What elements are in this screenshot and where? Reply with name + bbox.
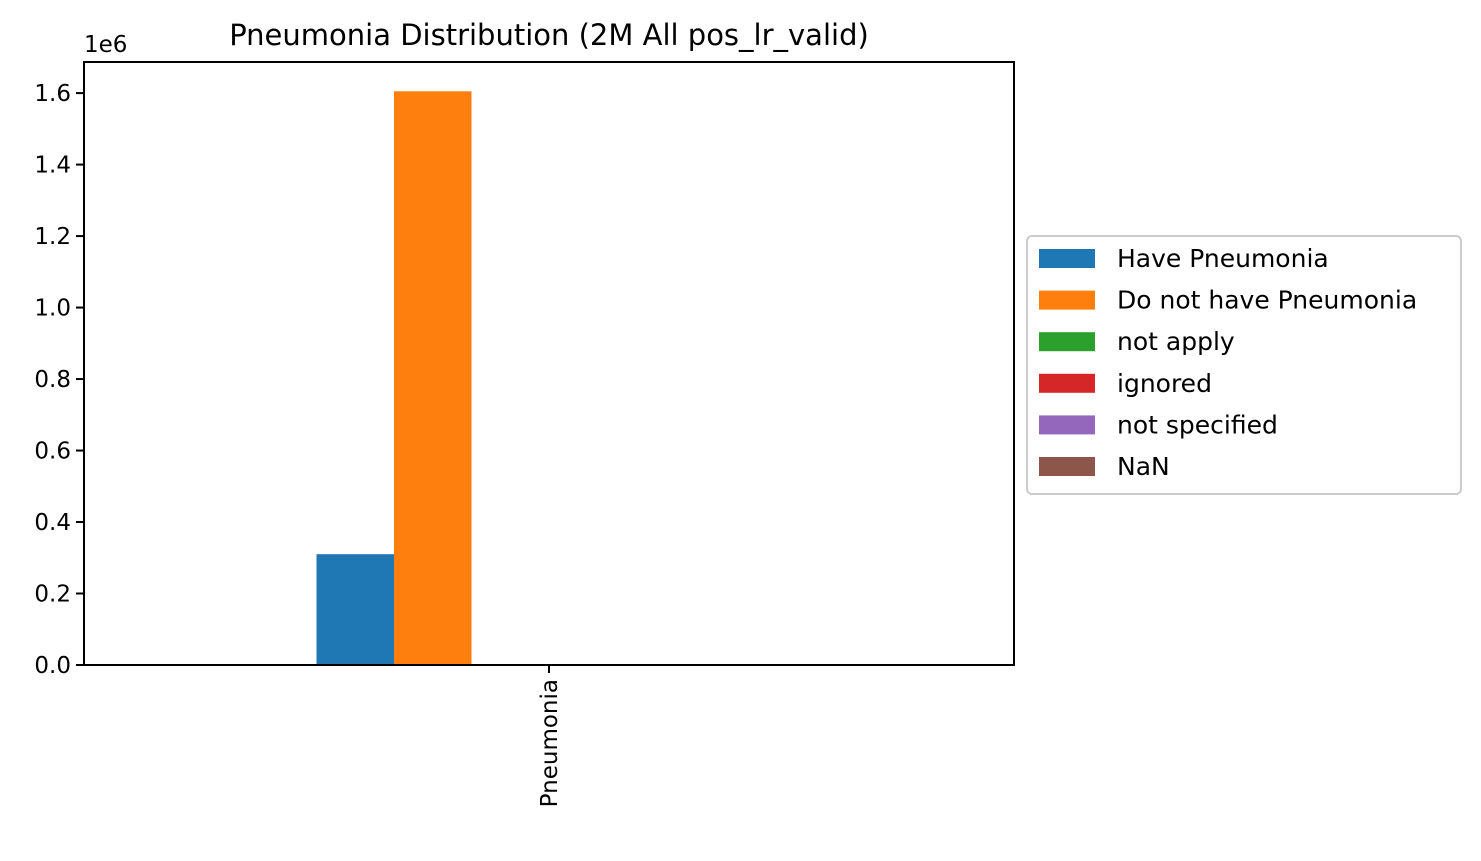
- y-axis-offset-label: 1e6: [84, 32, 127, 58]
- legend-swatch-have-pneumonia: [1039, 249, 1095, 268]
- y-tick-label: 1.2: [34, 224, 71, 250]
- legend-swatch-not-specified: [1039, 415, 1095, 435]
- legend-swatch-not-apply: [1039, 332, 1095, 352]
- legend-swatch-do-not-have-pneumonia: [1039, 290, 1095, 310]
- legend-label-have-pneumonia: Have Pneumonia: [1117, 244, 1329, 273]
- y-tick-label: 0.8: [34, 367, 71, 393]
- legend: Have Pneumonia Do not have Pneumonia not a…: [1026, 235, 1462, 495]
- y-tick-label: 1.6: [34, 81, 71, 107]
- legend-label-nan: NaN: [1117, 452, 1170, 481]
- x-tick-label: Pneumonia: [537, 679, 563, 807]
- bar-group: [316, 91, 472, 666]
- y-tick-label: 1.0: [34, 296, 71, 322]
- y-tick-label: 0.6: [34, 439, 71, 465]
- legend-label-not-apply: not apply: [1117, 327, 1235, 356]
- legend-label-not-specified: not specified: [1117, 410, 1278, 439]
- legend-label-do-not-have-pneumonia: Do not have Pneumonia: [1117, 286, 1417, 315]
- legend-frame: [1026, 235, 1462, 495]
- plot-frame: [83, 61, 1015, 666]
- chart-title: Pneumonia Distribution (2M All pos_lr_va…: [229, 18, 869, 52]
- bar-have-pneumonia: [316, 554, 394, 665]
- x-axis: Pneumonia: [537, 665, 563, 807]
- legend-swatch-ignored: [1039, 373, 1095, 393]
- legend-label-ignored: ignored: [1117, 369, 1212, 398]
- y-tick-label: 0.2: [34, 582, 71, 608]
- y-tick-label: 1.4: [34, 153, 71, 179]
- y-tick-label: 0.0: [34, 653, 71, 679]
- y-axis: 0.0 0.2 0.4 0.6 0.8 1.0 1.2 1.4 1.6: [34, 81, 84, 679]
- bar-do-not-have-pneumonia: [394, 91, 472, 666]
- legend-swatch-nan: [1039, 457, 1095, 476]
- y-tick-label: 0.4: [34, 510, 71, 536]
